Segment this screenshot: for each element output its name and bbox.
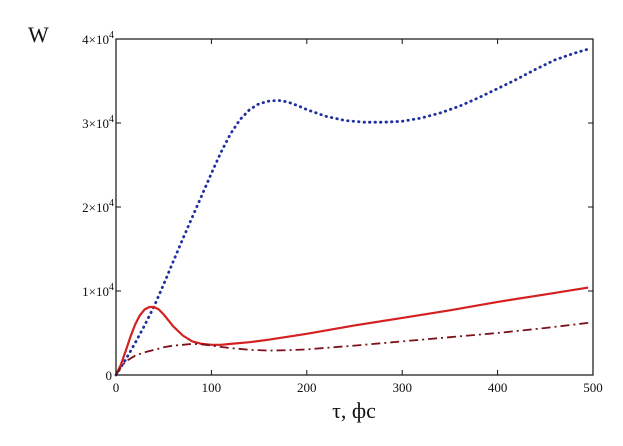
series-line-solid	[115, 286, 589, 376]
x-tick-label: 400	[488, 380, 508, 395]
y-tick-label: 2×104	[82, 198, 114, 215]
y-axis-label: W	[28, 22, 49, 47]
x-tick-label: 200	[297, 380, 317, 395]
y-tick-label: 0	[106, 368, 113, 383]
y-tick-label: 1×104	[82, 282, 114, 299]
tick-layer: 0 100 200 300 400 500 0 1×104 2×104 3×104 4×104	[82, 30, 603, 395]
x-tick-label: 0	[113, 380, 120, 395]
x-tick-label: 300	[392, 380, 412, 395]
x-tick-label: 100	[202, 380, 222, 395]
x-axis-label: τ, фс	[332, 398, 376, 423]
series-line-dotted	[114, 47, 590, 377]
x-tick-label: 500	[583, 380, 603, 395]
series-layer	[114, 47, 590, 377]
y-tick-label: 4×104	[82, 30, 114, 47]
series-line-dash-dot	[115, 322, 589, 376]
y-tick-label: 3×104	[82, 114, 114, 131]
